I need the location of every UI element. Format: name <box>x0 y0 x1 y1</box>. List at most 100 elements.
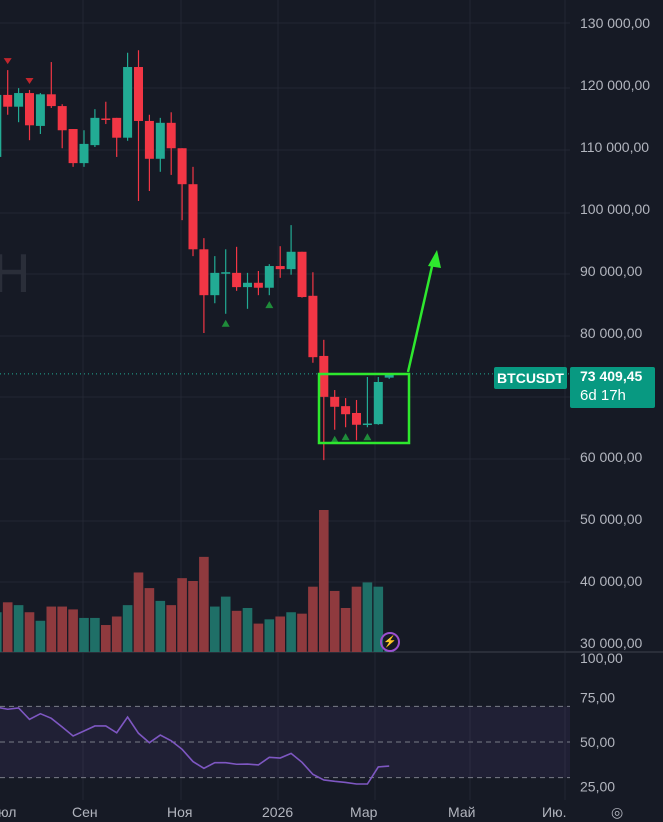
candle-body <box>0 94 2 157</box>
candle-body <box>373 381 383 425</box>
candle-body <box>221 272 231 274</box>
volume-bar <box>286 612 296 652</box>
candle <box>123 52 133 141</box>
candle <box>264 264 274 296</box>
candle <box>25 89 34 141</box>
price-axis-label: 60 000,00 <box>580 449 642 465</box>
candle <box>0 94 2 157</box>
price-axis-label: 30 000,00 <box>580 635 642 651</box>
candle <box>319 339 329 461</box>
time-axis-label: Мар <box>350 804 378 820</box>
candle-body <box>297 251 307 298</box>
volume-bar <box>122 605 133 652</box>
volume-bar <box>297 613 307 652</box>
candle-body <box>57 106 67 131</box>
time-axis-label: Июл <box>0 804 16 820</box>
annotation-arrow-head <box>428 250 441 268</box>
candle-body <box>352 412 361 425</box>
candle <box>243 272 252 309</box>
candle <box>134 50 143 201</box>
candle-body <box>46 94 56 107</box>
price-axis-label: 130 000,00 <box>580 15 650 31</box>
annotation-arrow-line <box>406 261 435 373</box>
buy-signal-marker <box>330 435 339 443</box>
volume-bar <box>166 605 176 652</box>
volume-bar <box>308 586 318 652</box>
candle-body <box>144 120 154 159</box>
candle <box>177 148 187 221</box>
time-axis-label: Май <box>448 804 475 820</box>
rsi-axis-label: 75,00 <box>580 690 615 706</box>
volume-bar <box>199 556 209 652</box>
sell-signal-marker <box>3 58 12 65</box>
time-axis-label: Ноя <box>167 804 192 820</box>
candle-body <box>123 67 133 138</box>
volume-bar <box>111 616 122 652</box>
candle-body <box>362 423 372 426</box>
candle <box>199 238 209 333</box>
candle-body <box>68 129 78 164</box>
volume-bar <box>79 617 89 652</box>
volume-bar <box>2 602 13 652</box>
volume-bar <box>362 582 373 652</box>
sell-signal-marker <box>25 77 34 84</box>
volume-bar <box>210 606 220 652</box>
settings-icon[interactable]: ◎ <box>611 804 624 820</box>
candle-body <box>188 184 198 250</box>
volume-bar <box>253 623 264 652</box>
candle-body <box>25 93 34 126</box>
volume-bar <box>264 619 275 652</box>
price-axis-label: 40 000,00 <box>580 573 642 589</box>
candle <box>330 390 340 430</box>
volume-bar <box>24 612 35 652</box>
candle <box>253 271 263 296</box>
rsi-axis-label: 25,00 <box>580 779 615 795</box>
volume-bar <box>90 617 100 652</box>
volume-bar <box>329 590 340 652</box>
candle <box>35 93 45 134</box>
candle <box>297 251 307 298</box>
candle-body <box>3 94 13 107</box>
candle-body <box>90 117 100 146</box>
volume-bar <box>275 616 285 652</box>
candle-body <box>319 355 329 397</box>
candle <box>275 246 285 278</box>
volume-bar <box>101 625 111 652</box>
volume-bar <box>351 586 362 652</box>
rsi-line <box>0 707 390 785</box>
volume-bar <box>155 600 166 652</box>
price-axis-label: 80 000,00 <box>580 325 642 341</box>
candle-body <box>275 266 285 270</box>
volume-bar <box>231 610 242 652</box>
last-price-value: 73 409,45 <box>580 368 643 384</box>
price-axis-label: 100 000,00 <box>580 201 650 217</box>
volume-bar <box>144 588 155 652</box>
candle <box>221 249 231 314</box>
candle <box>46 62 56 108</box>
candle <box>188 166 198 257</box>
rsi-axis-label: 50,00 <box>580 734 615 750</box>
candle-body <box>166 122 176 149</box>
candle <box>144 114 154 192</box>
volume-bar <box>0 612 2 652</box>
candle <box>232 246 242 291</box>
volume-bar <box>319 510 329 652</box>
lightning-icon[interactable]: ⚡ <box>380 632 400 652</box>
time-axis-label: Сен <box>72 804 98 820</box>
buy-signal-marker <box>265 301 274 309</box>
volume-bar <box>68 609 78 652</box>
candle-body <box>199 249 209 296</box>
candle-body <box>384 373 394 378</box>
candle <box>352 399 361 441</box>
buy-signal-marker <box>363 433 372 441</box>
volume-bar <box>177 578 187 652</box>
symbol-watermark: H <box>0 245 32 305</box>
price-axis-label: 120 000,00 <box>580 77 650 93</box>
bar-countdown: 6d 17h <box>580 387 626 404</box>
candle-body <box>210 272 220 296</box>
candle-body <box>155 122 165 159</box>
candle-body <box>243 282 252 288</box>
candle-body <box>177 148 187 185</box>
candle-body <box>308 295 318 358</box>
